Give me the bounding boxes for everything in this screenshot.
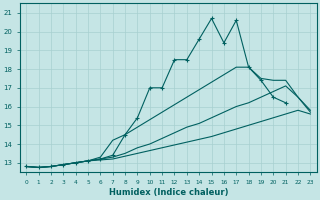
- X-axis label: Humidex (Indice chaleur): Humidex (Indice chaleur): [108, 188, 228, 197]
